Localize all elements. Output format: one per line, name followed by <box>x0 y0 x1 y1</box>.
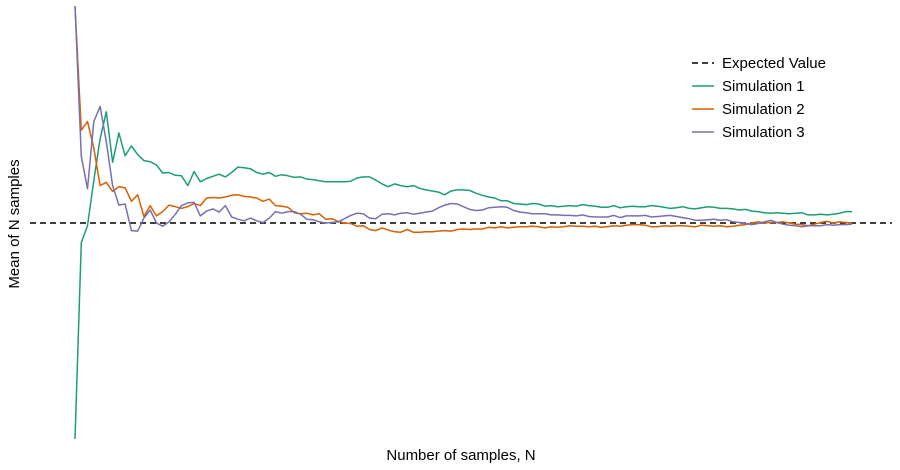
legend-label-simulation-1: Simulation 1 <box>722 78 805 95</box>
legend-label-expected-value: Expected Value <box>722 55 826 72</box>
legend: Expected Value Simulation 1 Simulation 2… <box>692 55 826 141</box>
legend-entry-simulation-2: Simulation 2 <box>692 101 805 118</box>
legend-label-simulation-3: Simulation 3 <box>722 124 805 141</box>
x-axis-label: Number of samples, N <box>386 447 535 464</box>
series-line-simulation-1 <box>74 111 852 439</box>
legend-entry-simulation-3: Simulation 3 <box>692 124 805 141</box>
y-axis-label: Mean of N samples <box>6 159 23 288</box>
legend-label-simulation-2: Simulation 2 <box>722 101 805 118</box>
legend-entry-simulation-1: Simulation 1 <box>692 78 805 95</box>
series-line-simulation-2 <box>74 5 853 233</box>
series-line-simulation-3 <box>74 5 853 232</box>
plot-area <box>30 5 892 439</box>
legend-entry-expected-value: Expected Value <box>692 55 826 72</box>
